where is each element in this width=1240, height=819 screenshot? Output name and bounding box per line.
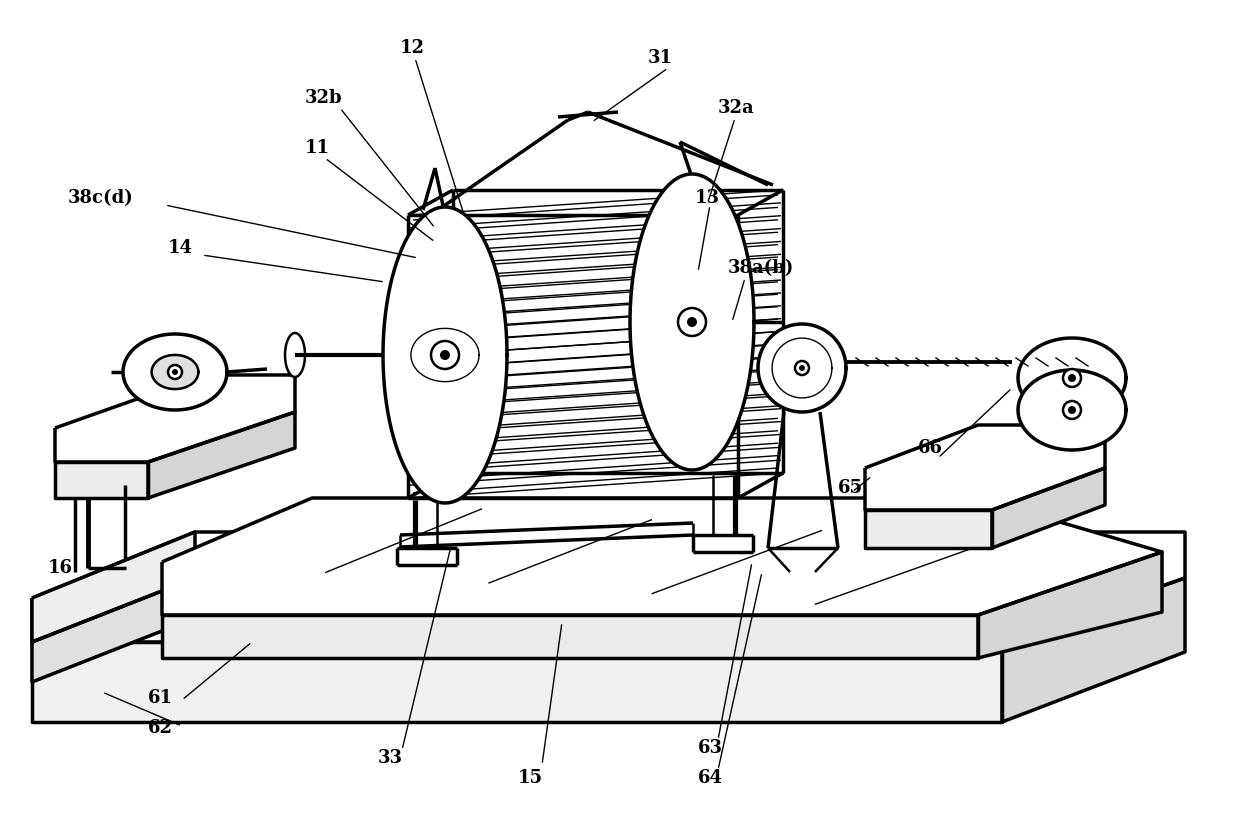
- Polygon shape: [866, 425, 1105, 510]
- Text: 64: 64: [698, 769, 723, 787]
- Text: 13: 13: [694, 189, 720, 207]
- Circle shape: [1063, 369, 1081, 387]
- Text: 33: 33: [378, 749, 403, 767]
- Text: 61: 61: [148, 689, 174, 707]
- Polygon shape: [32, 532, 195, 642]
- Circle shape: [1068, 374, 1076, 382]
- Circle shape: [795, 361, 808, 375]
- Circle shape: [440, 350, 450, 360]
- Polygon shape: [285, 333, 305, 377]
- Polygon shape: [162, 498, 1162, 615]
- Text: 32b: 32b: [305, 89, 342, 107]
- Circle shape: [172, 369, 179, 375]
- Text: 63: 63: [698, 739, 723, 757]
- Polygon shape: [32, 578, 195, 682]
- Polygon shape: [1018, 338, 1126, 418]
- Polygon shape: [123, 334, 227, 410]
- Polygon shape: [978, 552, 1162, 658]
- Polygon shape: [1018, 370, 1126, 450]
- Text: 15: 15: [518, 769, 543, 787]
- Polygon shape: [758, 324, 846, 412]
- Circle shape: [687, 317, 697, 327]
- Text: 16: 16: [48, 559, 73, 577]
- Text: 12: 12: [401, 39, 425, 57]
- Polygon shape: [162, 615, 978, 658]
- Polygon shape: [55, 375, 295, 462]
- Polygon shape: [866, 510, 992, 548]
- Circle shape: [167, 365, 182, 379]
- Polygon shape: [32, 642, 1002, 722]
- Text: 38a(b): 38a(b): [728, 259, 795, 277]
- Circle shape: [432, 341, 459, 369]
- Polygon shape: [630, 174, 754, 470]
- Text: 14: 14: [167, 239, 193, 257]
- Text: 32a: 32a: [718, 99, 755, 117]
- Circle shape: [1068, 406, 1076, 414]
- Text: 62: 62: [148, 719, 174, 737]
- Text: 65: 65: [838, 479, 863, 497]
- Circle shape: [1063, 401, 1081, 419]
- Polygon shape: [383, 207, 507, 503]
- Polygon shape: [151, 355, 198, 389]
- Circle shape: [799, 365, 805, 371]
- Text: 31: 31: [649, 49, 673, 67]
- Polygon shape: [148, 412, 295, 498]
- Text: 11: 11: [305, 139, 330, 157]
- Circle shape: [678, 308, 706, 336]
- Text: 38c(d): 38c(d): [68, 189, 134, 207]
- Polygon shape: [1002, 578, 1185, 722]
- Polygon shape: [55, 462, 148, 498]
- Text: 66: 66: [918, 439, 942, 457]
- Polygon shape: [32, 532, 1185, 642]
- Polygon shape: [992, 468, 1105, 548]
